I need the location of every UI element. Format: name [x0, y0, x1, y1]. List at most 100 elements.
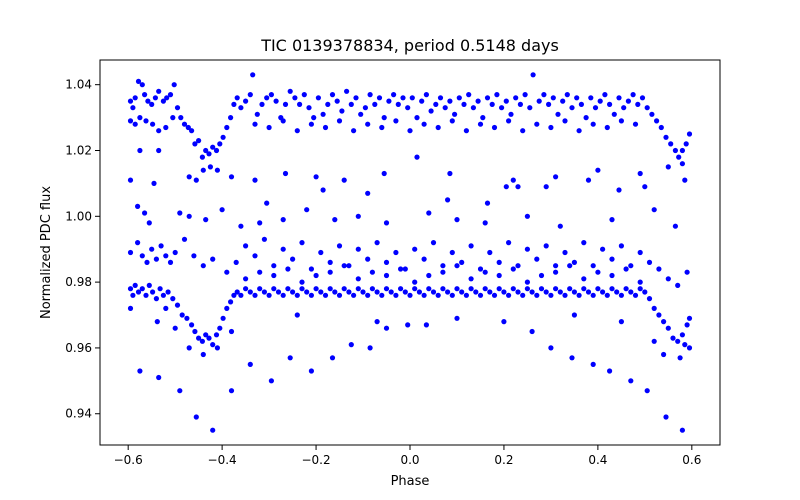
- data-point: [156, 374, 162, 381]
- data-point: [365, 190, 371, 196]
- data-point: [153, 256, 159, 262]
- data-point: [590, 361, 596, 367]
- data-point: [149, 101, 155, 107]
- data-point: [179, 312, 185, 318]
- data-point: [602, 92, 608, 98]
- data-point: [127, 249, 134, 256]
- data-point: [164, 95, 170, 101]
- data-point: [327, 269, 333, 275]
- data-point: [553, 263, 559, 269]
- data-point: [412, 279, 418, 285]
- data-point: [290, 256, 296, 262]
- data-point: [426, 286, 432, 292]
- data-point: [334, 98, 340, 104]
- data-point: [402, 289, 408, 295]
- data-point: [332, 289, 338, 295]
- data-point: [199, 338, 205, 344]
- data-point: [440, 269, 446, 275]
- data-point: [163, 253, 169, 259]
- data-point: [546, 101, 552, 107]
- data-point: [355, 276, 361, 282]
- data-point: [163, 124, 169, 131]
- data-point: [675, 338, 681, 344]
- data-point: [628, 378, 634, 384]
- data-point: [398, 266, 404, 272]
- data-point: [395, 101, 401, 107]
- data-point: [656, 312, 662, 318]
- data-point: [609, 286, 615, 292]
- data-point: [238, 223, 244, 229]
- data-point: [261, 236, 267, 242]
- data-point: [684, 269, 690, 275]
- data-point: [644, 388, 650, 394]
- data-point: [461, 101, 467, 107]
- data-point: [668, 141, 674, 147]
- data-point: [482, 269, 488, 275]
- data-point: [665, 325, 671, 331]
- data-point: [285, 286, 291, 292]
- data-point: [557, 223, 563, 229]
- data-point: [590, 121, 596, 127]
- data-point: [642, 184, 648, 190]
- data-point: [592, 105, 599, 111]
- data-point: [548, 124, 554, 131]
- data-point: [163, 305, 169, 311]
- data-point: [679, 147, 686, 154]
- data-point: [663, 134, 669, 140]
- data-point: [156, 88, 162, 94]
- data-point: [421, 256, 427, 262]
- x-axis-label: Phase: [391, 474, 430, 489]
- data-point: [199, 154, 205, 160]
- data-point: [142, 210, 148, 216]
- data-point: [137, 368, 143, 374]
- data-point: [228, 115, 234, 121]
- data-point: [365, 256, 371, 262]
- data-point: [590, 263, 596, 269]
- data-point: [135, 78, 142, 84]
- y-tick-label: 1.04: [65, 78, 92, 92]
- data-point: [200, 167, 206, 173]
- data-point: [506, 118, 512, 124]
- data-point: [562, 249, 568, 256]
- data-point: [524, 246, 531, 252]
- data-point: [294, 128, 300, 134]
- data-point: [264, 200, 270, 206]
- data-point: [273, 98, 279, 104]
- data-point: [353, 95, 359, 101]
- data-point: [445, 289, 451, 295]
- x-tick-label: 0.2: [494, 453, 513, 467]
- data-point: [132, 282, 138, 288]
- data-point: [437, 95, 444, 101]
- data-point: [297, 101, 303, 107]
- data-point: [143, 292, 149, 298]
- data-point: [454, 263, 460, 269]
- data-point: [407, 292, 413, 298]
- data-point: [658, 124, 664, 131]
- data-point: [306, 105, 312, 111]
- x-tick-label: −0.4: [208, 453, 237, 467]
- data-point: [351, 128, 357, 134]
- data-point: [635, 101, 641, 107]
- data-point: [243, 98, 249, 104]
- data-point: [543, 289, 549, 295]
- y-tick-label: 0.98: [65, 275, 92, 289]
- data-point: [355, 286, 361, 292]
- data-point: [257, 220, 263, 226]
- data-point: [139, 286, 145, 292]
- data-point: [513, 95, 519, 101]
- data-point: [621, 105, 627, 111]
- x-tick-label: 0.0: [400, 453, 419, 467]
- data-point: [304, 207, 310, 213]
- data-point: [393, 249, 399, 256]
- data-point: [456, 95, 462, 101]
- data-point: [358, 111, 364, 117]
- data-point: [679, 161, 686, 167]
- data-point: [421, 121, 427, 127]
- data-point: [440, 263, 446, 269]
- y-tick-label: 0.96: [65, 341, 92, 355]
- data-point: [224, 305, 230, 311]
- data-point: [487, 289, 493, 295]
- data-point: [553, 174, 559, 180]
- data-point: [181, 121, 188, 127]
- data-point: [325, 101, 331, 107]
